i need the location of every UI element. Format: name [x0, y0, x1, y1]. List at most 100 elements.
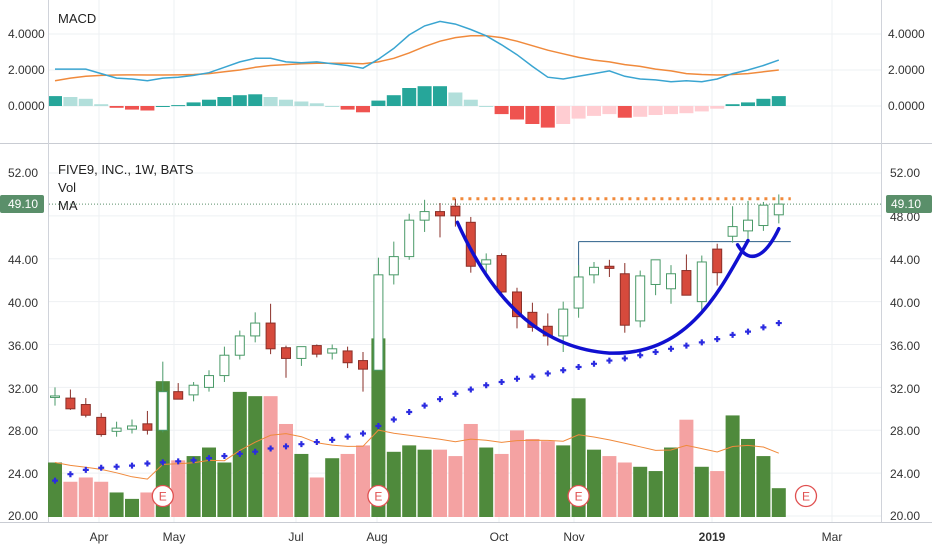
price-right-tick: 32.00 — [890, 382, 920, 396]
cup-drawing — [455, 220, 750, 355]
earnings-marker-circle — [151, 484, 174, 508]
volume-bar — [171, 460, 186, 517]
volume-bar — [294, 453, 309, 517]
candle-body — [404, 219, 415, 258]
candle-body — [558, 308, 569, 337]
price-left-tick: 40.00 — [8, 296, 38, 310]
volume-bar — [78, 477, 93, 517]
macd-histogram-bar — [771, 96, 786, 106]
candle-body — [388, 256, 399, 276]
ma-marker — [514, 375, 520, 382]
volume-bar — [248, 396, 263, 517]
ma-marker — [283, 443, 289, 450]
volume-bar — [525, 438, 540, 517]
candle-body — [265, 322, 276, 350]
candle-body — [435, 211, 445, 217]
volume-bar — [540, 441, 555, 517]
volume-bar — [587, 449, 601, 517]
ma-marker — [144, 460, 151, 467]
x-tick-label: May — [163, 530, 186, 544]
macd-histogram-bar — [371, 100, 386, 106]
macd-histogram-bar — [602, 106, 617, 115]
ma-marker — [113, 463, 120, 470]
macd-histogram-bar — [63, 97, 78, 106]
macd-histogram-bar — [140, 106, 155, 111]
ma-marker — [267, 445, 274, 452]
macd-histogram-bar — [309, 103, 324, 106]
ma-marker — [406, 409, 413, 416]
macd-left-tick: 0.0000 — [8, 99, 45, 113]
candle-body — [65, 397, 76, 410]
x-tick-label: Oct — [490, 530, 509, 544]
ma-marker — [452, 390, 459, 397]
volume-bar — [725, 415, 740, 517]
price-right-tick: 24.00 — [890, 467, 920, 481]
macd-histogram-bar — [448, 92, 463, 106]
macd-histogram-bar — [279, 99, 293, 106]
macd-histogram-bar — [679, 106, 694, 114]
macd-histogram-bar — [587, 106, 601, 116]
symbol-title[interactable]: FIVE9, INC., 1W, BATS — [58, 162, 194, 177]
macd-panel[interactable]: MACD 4.0000 2.0000 0.0000 4.0000 2.0000 … — [8, 11, 925, 128]
price-left-tick: 20.00 — [8, 509, 38, 523]
volume-bar — [771, 488, 786, 517]
price-right-tick: 40.00 — [890, 296, 920, 310]
volume-bar — [633, 466, 648, 517]
candle-body — [157, 391, 168, 431]
candle-body — [250, 322, 261, 337]
macd-histogram-bar — [433, 86, 447, 106]
ma-marker — [591, 360, 597, 367]
ma-marker — [329, 436, 336, 443]
price-left-tick: 32.00 — [8, 382, 38, 396]
volume-bar — [125, 498, 139, 517]
ma-marker — [175, 458, 182, 465]
macd-histogram-bar — [109, 106, 124, 108]
ma-marker — [236, 450, 243, 457]
macd-histogram-bar — [217, 97, 232, 106]
time-axis[interactable]: Apr May Jul Aug Oct Nov 2019 Mar — [90, 530, 843, 544]
ma-legend[interactable]: MA — [58, 198, 78, 213]
price-right-tick: 52.00 — [890, 166, 920, 180]
volume-legend[interactable]: Vol — [58, 180, 76, 195]
earnings-marker-circle — [567, 484, 590, 508]
volume-bar — [109, 492, 124, 517]
volume-bar — [741, 438, 755, 517]
earnings-marker-label: E — [802, 490, 810, 504]
candle-body — [111, 427, 122, 432]
macd-histogram-bar — [633, 106, 648, 117]
last-price-label-left: 49.10 — [8, 197, 38, 211]
macd-histogram-bar — [356, 106, 370, 113]
macd-histogram-bar — [756, 98, 771, 106]
price-left-tick: 28.00 — [8, 424, 38, 438]
volume-bar — [479, 447, 494, 517]
candle-body — [80, 404, 91, 416]
macd-histogram-bar — [540, 106, 555, 128]
volume-bar — [48, 462, 62, 517]
x-tick-label-year: 2019 — [699, 530, 726, 544]
candle-body — [481, 259, 492, 265]
macd-histogram-bar — [155, 106, 170, 107]
volume-bar — [402, 445, 417, 517]
earnings-marker-label: E — [159, 490, 167, 504]
volume-bar — [463, 423, 478, 517]
candle-body — [311, 345, 322, 355]
volume-bar — [556, 445, 571, 517]
volume-bar — [510, 430, 524, 517]
macd-histogram-bar — [463, 99, 478, 106]
macd-histogram-bar — [294, 101, 309, 106]
macd-histogram-bar — [494, 106, 509, 115]
candle-body — [696, 261, 707, 303]
ma-marker — [298, 441, 305, 448]
ma-marker — [637, 352, 644, 359]
macd-signal-line — [54, 35, 779, 82]
ma-marker — [698, 339, 705, 346]
candle-body — [604, 265, 615, 269]
ma-marker — [252, 448, 259, 455]
macd-histogram-bar — [725, 104, 740, 106]
macd-histogram-bar — [94, 104, 109, 106]
volume-bar — [263, 396, 278, 517]
macd-histogram-bar — [694, 106, 709, 112]
